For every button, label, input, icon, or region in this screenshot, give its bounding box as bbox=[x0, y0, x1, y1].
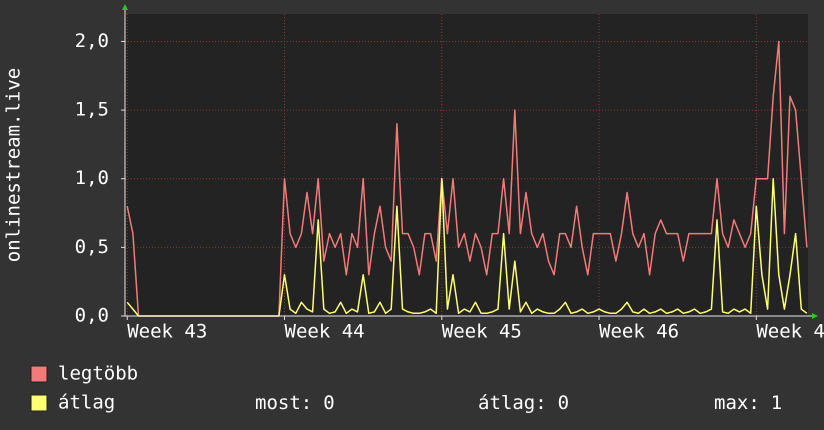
stat-value: 1 bbox=[771, 392, 782, 414]
x-tick-label: Week 46 bbox=[599, 321, 679, 343]
stat: átlag: 0 bbox=[478, 392, 569, 414]
x-tick-label: Week 47 bbox=[756, 321, 824, 343]
stat-value: 0 bbox=[323, 392, 334, 414]
stat: max: 1 bbox=[714, 392, 782, 414]
y-axis-label: onlinestream.live bbox=[3, 68, 25, 262]
stat-label: max: bbox=[714, 392, 760, 414]
axis-arrow bbox=[812, 313, 818, 319]
stat: most: 0 bbox=[255, 392, 335, 414]
stat-label: most: bbox=[255, 392, 312, 414]
legend-swatch bbox=[30, 365, 48, 383]
legend-swatch bbox=[30, 394, 48, 412]
legend-label: átlag bbox=[58, 392, 115, 414]
y-tick-label: 1,5 bbox=[75, 99, 109, 121]
x-tick-label: Week 43 bbox=[127, 321, 207, 343]
y-tick-label: 0,5 bbox=[75, 236, 109, 258]
stat-label: átlag: bbox=[478, 392, 547, 414]
plot-area bbox=[125, 14, 808, 316]
stat-value: 0 bbox=[558, 392, 569, 414]
y-tick-label: 1,0 bbox=[75, 167, 109, 189]
y-tick-label: 0,0 bbox=[75, 305, 109, 327]
legend-label: legtöbb bbox=[58, 363, 138, 385]
y-tick-label: 2,0 bbox=[75, 30, 109, 52]
x-tick-label: Week 45 bbox=[442, 321, 522, 343]
axis-arrow bbox=[122, 4, 128, 10]
x-tick-label: Week 44 bbox=[285, 321, 365, 343]
